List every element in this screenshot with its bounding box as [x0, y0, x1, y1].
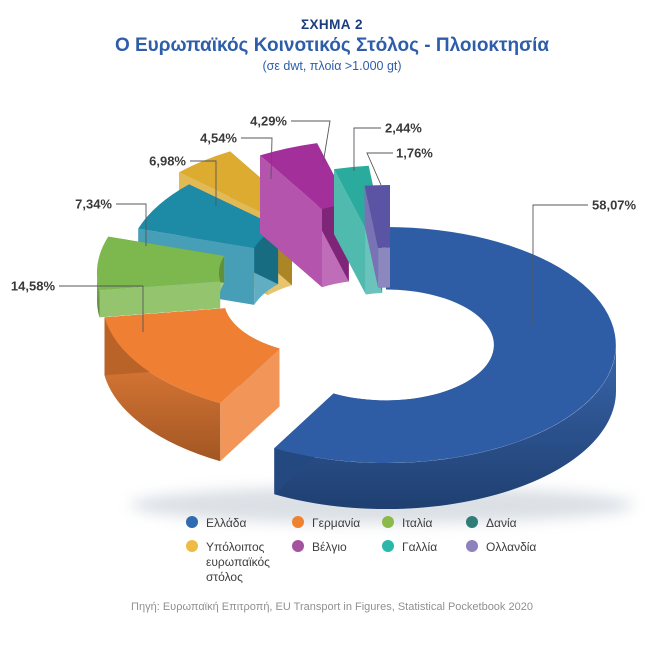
legend-label: Γαλλία [402, 540, 438, 554]
legend-item-denmark: Δανία [466, 516, 562, 531]
legend-label: Ολλανδία [486, 540, 537, 554]
legend-label: Γερμανία [312, 516, 361, 530]
legend-label: Υπόλοιπος ευρωπαϊκός στόλος [206, 540, 270, 584]
legend-item-netherlands: Ολλανδία [466, 540, 562, 585]
legend-item-france: Γαλλία [382, 540, 466, 585]
slice-percent-label: 2,44% [385, 121, 422, 136]
label-leader-line [116, 203, 147, 246]
legend-label: Ελλάδα [206, 516, 247, 530]
legend-item-belgium: Βέλγιο [292, 540, 382, 585]
pie-slice-netherlands [364, 184, 390, 288]
pie-slice-greece [274, 227, 616, 510]
label-leader-line [190, 160, 217, 206]
label-leader-line [532, 204, 588, 325]
slice-percent-label: 58,07% [592, 198, 637, 213]
slice-percent-label: 6,98% [149, 154, 186, 169]
label-leader-line [353, 127, 381, 171]
chart-subtitle: (σε dwt, πλοία >1.000 gt) [262, 59, 402, 73]
legend-swatch-italy [382, 516, 394, 528]
legend-swatch-germany [292, 516, 304, 528]
legend-swatch-belgium [292, 540, 304, 552]
slice-percent-label: 4,54% [200, 131, 237, 146]
label-leader-line [241, 137, 273, 180]
slice-percent-label: 1,76% [396, 146, 433, 161]
legend-label: Ιταλία [402, 516, 433, 530]
figure-label: ΣΧΗΜΑ 2 [301, 17, 363, 32]
slice-percent-label: 14,58% [11, 279, 56, 294]
label-leader-line [366, 152, 393, 186]
legend-label: Βέλγιο [312, 540, 347, 554]
pie-slice-germany [104, 308, 280, 462]
legend-item-germany: Γερμανία [292, 516, 382, 531]
legend-swatch-netherlands [466, 540, 478, 552]
legend-item-greece: Ελλάδα [186, 516, 292, 531]
pie-slice-italy [96, 236, 225, 318]
legend-item-italy: Ιταλία [382, 516, 466, 531]
label-leader-line [291, 120, 331, 165]
chart-title: Ο Ευρωπαϊκός Κοινοτικός Στόλος - Πλοιοκτ… [114, 35, 550, 56]
legend-item-rest-of-eu-fleet: Υπόλοιπος ευρωπαϊκός στόλος [186, 540, 292, 585]
source-note: Πηγή: Ευρωπαϊκή Επιτροπή, EU Transport i… [131, 601, 533, 613]
chart-legend: Ελλάδα Γερμανία Ιταλία Δανία Υπόλοιπος ευρωπ… [186, 516, 562, 585]
slice-percent-label: 4,29% [250, 114, 287, 129]
legend-swatch-greece [186, 516, 198, 528]
legend-label: Δανία [486, 516, 517, 530]
chart-header: ΣΧΗΜΑ 2 Ο Ευρωπαϊκός Κοινοτικός Στόλος -… [0, 0, 664, 73]
legend-swatch-france [382, 540, 394, 552]
legend-swatch-rest-of-eu-fleet [186, 540, 198, 552]
label-leader-line [59, 285, 144, 332]
slice-percent-label: 7,34% [75, 197, 112, 212]
legend-swatch-denmark [466, 516, 478, 528]
